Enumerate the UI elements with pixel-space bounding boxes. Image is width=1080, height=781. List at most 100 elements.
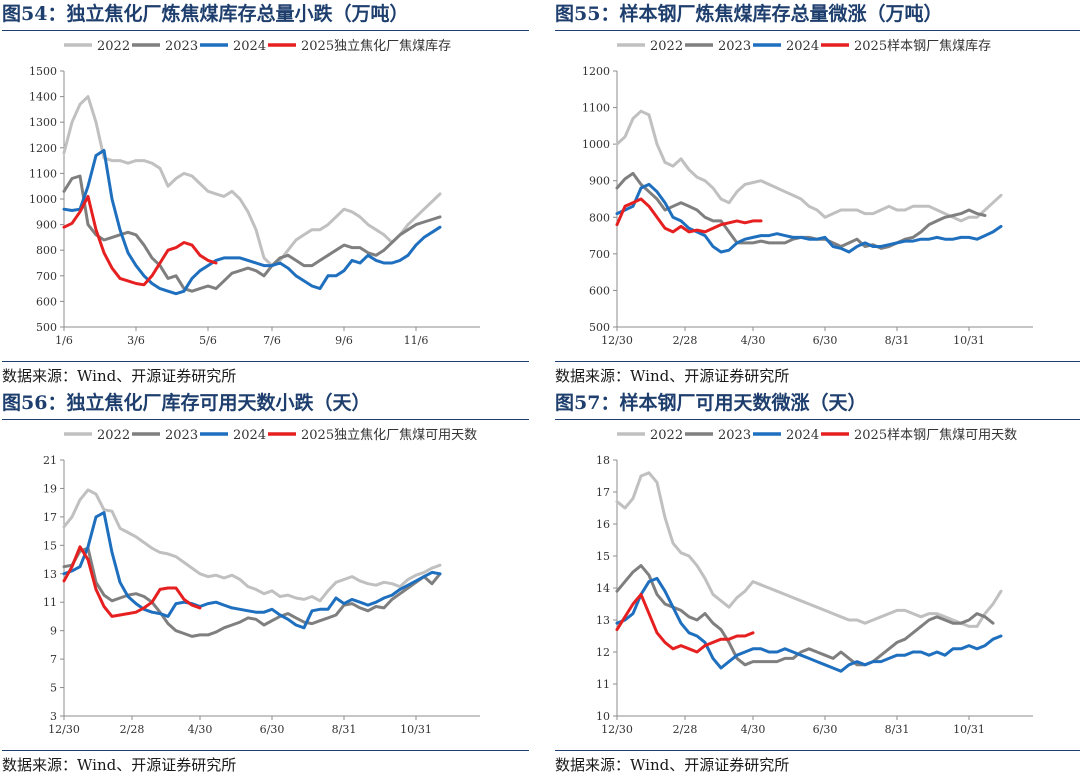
data-source: 数据来源：Wind、开源证券研究所 <box>2 367 237 385</box>
y-tick-label: 1200 <box>29 142 57 155</box>
series-line <box>615 471 1003 628</box>
y-tick-label: 900 <box>36 219 57 232</box>
title-rule <box>2 30 529 31</box>
y-tick-label: 16 <box>596 518 610 531</box>
y-tick-label: 17 <box>596 486 610 499</box>
legend-label: 2025样本钢厂焦煤库存 <box>854 38 991 54</box>
y-tick-label: 1000 <box>29 193 57 206</box>
line-chart: 10 11 12 13 14 15 16 17 18 12/30 2/28 4/30 6/30 8/31 1… <box>596 428 1033 736</box>
series-line <box>615 564 995 667</box>
line-chart: 3 5 7 9 11 13 15 17 19 21 12/30 2/28 4/30 6/30 8/31 10/… <box>43 428 480 736</box>
y-tick-label: 10 <box>596 710 610 723</box>
legend-label: 2024 <box>233 428 266 443</box>
x-tick-label: 1/6 <box>55 334 73 347</box>
x-tick-label: 6/30 <box>813 723 838 736</box>
series-line <box>615 182 1003 254</box>
chart-panel-56: 图56：独立焦化厂库存可用天数小跌（天） 3 5 7 9 11 13 15 17 19 21 12/… <box>2 389 532 779</box>
chart-title: 图57：样本钢厂可用天数微涨（天） <box>555 392 867 414</box>
legend-label: 2023 <box>718 39 751 54</box>
x-tick-label: 8/31 <box>885 334 910 347</box>
x-tick-label: 8/31 <box>885 723 910 736</box>
chart-panel-54: 图54：独立焦化厂炼焦煤库存总量小跌（万吨） 500 600 700 800 900 10… <box>2 0 532 390</box>
y-tick-label: 900 <box>589 175 610 188</box>
y-tick-label: 7 <box>50 653 57 666</box>
y-tick-label: 800 <box>589 211 610 224</box>
series-line <box>62 488 442 603</box>
series-line <box>62 545 202 618</box>
y-tick-label: 1100 <box>582 102 610 115</box>
legend-label: 2025样本钢厂焦煤可用天数 <box>854 428 1017 443</box>
legend-label: 2022 <box>97 428 130 443</box>
legend-label: 2023 <box>165 39 198 54</box>
line-chart: 500 600 700 800 900 1000 1100 1200 12/30 2/28 4/30… <box>582 38 1033 347</box>
legend-label: 2023 <box>718 428 751 443</box>
y-tick-label: 500 <box>589 321 610 334</box>
y-tick-label: 3 <box>50 710 57 723</box>
x-tick-label: 6/30 <box>260 723 285 736</box>
x-tick-label: 12/30 <box>601 723 633 736</box>
x-tick-label: 9/6 <box>335 334 353 347</box>
x-tick-label: 10/31 <box>400 723 432 736</box>
y-tick-label: 18 <box>596 454 610 467</box>
x-tick-label: 4/30 <box>188 723 213 736</box>
chart-title: 图56：独立焦化厂库存可用天数小跌（天） <box>2 392 371 414</box>
y-tick-label: 1400 <box>29 91 57 104</box>
series-line <box>62 546 442 638</box>
x-tick-label: 4/30 <box>741 334 766 347</box>
x-tick-label: 8/31 <box>332 723 357 736</box>
x-tick-label: 5/6 <box>199 334 217 347</box>
y-tick-label: 1300 <box>29 116 57 129</box>
y-tick-label: 700 <box>36 270 57 283</box>
legend-label: 2024 <box>786 428 819 443</box>
y-tick-label: 13 <box>596 614 610 627</box>
source-rule <box>555 361 1080 362</box>
x-tick-label: 6/30 <box>813 334 838 347</box>
y-tick-label: 500 <box>36 321 57 334</box>
x-tick-label: 12/30 <box>601 334 633 347</box>
title-rule <box>555 419 1080 420</box>
y-tick-label: 14 <box>596 582 610 595</box>
data-source: 数据来源：Wind、开源证券研究所 <box>2 756 237 774</box>
y-tick-label: 800 <box>36 244 57 257</box>
y-tick-label: 15 <box>43 539 57 552</box>
x-tick-label: 7/6 <box>263 334 281 347</box>
chart-title: 图55：样本钢厂炼焦煤库存总量微涨（万吨） <box>555 3 943 25</box>
legend-label: 2024 <box>233 39 266 54</box>
y-tick-label: 12 <box>596 646 610 659</box>
legend-label: 2022 <box>650 428 683 443</box>
legend-label: 2022 <box>97 39 130 54</box>
series-line <box>615 592 755 654</box>
title-rule <box>555 30 1080 31</box>
legend-label: 2025独立焦化厂焦煤库存 <box>301 38 451 54</box>
y-tick-label: 600 <box>36 295 57 308</box>
series-line <box>62 511 442 630</box>
series-line <box>62 95 442 268</box>
y-tick-label: 11 <box>43 596 57 609</box>
series-line <box>615 197 763 234</box>
legend-label: 2022 <box>650 39 683 54</box>
x-tick-label: 2/28 <box>673 334 698 347</box>
legend-label: 2024 <box>786 39 819 54</box>
legend-label: 2025独立焦化厂焦煤可用天数 <box>301 428 477 443</box>
y-tick-label: 15 <box>596 550 610 563</box>
chart-title: 图54：独立焦化厂炼焦煤库存总量小跌（万吨） <box>2 3 409 25</box>
x-tick-label: 2/28 <box>673 723 698 736</box>
legend-label: 2023 <box>165 428 198 443</box>
x-tick-label: 12/30 <box>48 723 80 736</box>
y-tick-label: 5 <box>50 682 57 695</box>
y-tick-label: 21 <box>43 454 57 467</box>
series-line <box>62 194 218 287</box>
x-tick-label: 4/30 <box>741 723 766 736</box>
series-line <box>615 576 1003 673</box>
series-line <box>62 148 442 296</box>
series-line <box>615 109 1003 223</box>
y-tick-label: 17 <box>43 511 57 524</box>
x-tick-label: 10/31 <box>953 334 985 347</box>
y-tick-label: 600 <box>589 284 610 297</box>
y-tick-label: 19 <box>43 482 57 495</box>
data-source: 数据来源：Wind、开源证券研究所 <box>555 367 790 385</box>
source-rule <box>2 361 529 362</box>
y-tick-label: 1100 <box>29 167 57 180</box>
y-tick-label: 13 <box>43 568 57 581</box>
source-rule <box>2 750 529 751</box>
